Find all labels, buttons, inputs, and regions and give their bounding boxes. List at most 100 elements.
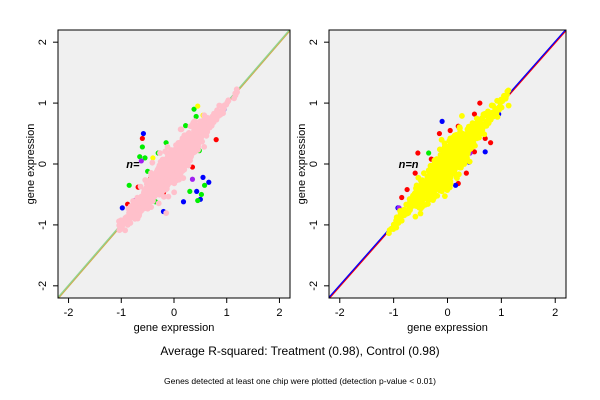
treatment-cloud — [116, 86, 240, 234]
control-cloud — [386, 87, 512, 237]
treatment-cloud-point — [164, 182, 171, 189]
treatment-cloud-point — [170, 148, 176, 154]
treatment-x-tick-label: -1 — [116, 307, 126, 319]
treatment-cloud-point — [201, 143, 208, 150]
treatment-point — [140, 130, 147, 137]
treatment-cloud-point — [125, 216, 132, 222]
treatment-point — [191, 106, 197, 112]
control-point — [463, 170, 469, 176]
treatment-cloud-point — [155, 200, 162, 207]
treatment-cloud-point — [203, 132, 210, 139]
control-point — [412, 170, 418, 176]
treatment-cloud-point — [165, 193, 172, 200]
control-cloud-point — [424, 196, 431, 203]
control-y-tick-label: -2 — [308, 281, 320, 291]
control-cloud-point — [442, 171, 449, 178]
control-point — [482, 149, 488, 155]
treatment-point — [195, 197, 201, 204]
treatment-point — [193, 113, 199, 120]
treatment-cloud-point — [157, 170, 164, 176]
treatment-point — [200, 174, 206, 180]
control-cloud-point — [430, 162, 437, 169]
control-point — [426, 150, 432, 156]
control-y-tick-label: -1 — [308, 220, 320, 230]
control-cloud-point — [432, 167, 439, 174]
treatment-cloud-point — [164, 177, 171, 184]
control-y-tick-label: 0 — [308, 161, 320, 167]
control-cloud-point — [466, 158, 473, 165]
control-cloud-point — [499, 98, 506, 104]
treatment-cloud-point — [214, 108, 220, 115]
treatment-cloud-point — [163, 210, 170, 216]
treatment-cloud-point — [162, 169, 169, 176]
control-cloud-point — [460, 146, 467, 153]
control-cloud-point — [441, 193, 448, 200]
control-cloud-point — [412, 213, 419, 220]
treatment-cloud-point — [149, 159, 156, 166]
control-cloud-point — [440, 184, 447, 191]
treatment-cloud-point — [117, 221, 124, 228]
treatment-point — [138, 158, 144, 164]
treatment-cloud-point — [171, 163, 178, 170]
treatment-cloud-point — [225, 97, 232, 104]
treatment-cloud-point — [180, 175, 187, 181]
control-cloud-point — [429, 183, 435, 189]
control-cloud-point — [485, 120, 492, 126]
treatment-x-tick-label: 1 — [224, 307, 230, 319]
control-cloud-point — [467, 134, 474, 141]
treatment-cloud-point — [159, 156, 166, 163]
control-point — [471, 149, 478, 155]
control-x-tick-label: 2 — [552, 307, 558, 319]
treatment-point — [201, 182, 208, 188]
treatment-cloud-point — [145, 200, 152, 207]
treatment-cloud-point — [135, 205, 142, 212]
treatment-cloud-point — [159, 189, 165, 195]
control-cloud-point — [475, 119, 482, 125]
control-cloud-point — [457, 131, 464, 137]
treatment-cloud-point — [174, 172, 181, 179]
treatment-cloud-point — [186, 157, 193, 164]
treatment-cloud-point — [201, 123, 208, 130]
control-cloud-point — [463, 154, 470, 161]
treatment-cloud-point — [142, 186, 149, 193]
control-plot: Control n=n -2 -1 0 1 2 -2 -1 0 1 2 gene expression g… — [296, 0, 567, 334]
control-cloud-point — [465, 128, 472, 135]
treatment-cloud-point — [157, 150, 163, 156]
control-cloud-point — [443, 145, 450, 151]
treatment-cloud-point — [124, 221, 131, 228]
control-point — [487, 140, 494, 146]
average-r-squared-caption: Average R-squared: Treatment (0.98), Con… — [160, 344, 440, 358]
treatment-cloud-point — [164, 156, 170, 163]
control-point — [399, 194, 405, 201]
control-marks — [329, 30, 566, 298]
treatment-x-axis-title: gene expression — [134, 322, 215, 334]
treatment-y-tick-label: -1 — [37, 220, 49, 230]
treatment-cloud-point — [136, 198, 143, 204]
treatment-y-tick-label: 2 — [37, 39, 49, 45]
control-cloud-point — [417, 210, 424, 217]
treatment-cloud-point — [217, 102, 223, 109]
control-point — [447, 127, 453, 134]
treatment-y-tick-label: 0 — [37, 161, 49, 167]
control-x-tick-label: 0 — [444, 307, 450, 319]
treatment-point — [119, 205, 125, 211]
treatment-point — [183, 123, 189, 129]
treatment-cloud-point — [188, 136, 195, 143]
control-cloud-point — [461, 161, 468, 167]
control-point — [436, 130, 443, 137]
treatment-cloud-point — [160, 193, 167, 200]
control-point — [439, 118, 445, 124]
control-cloud-point — [505, 102, 512, 109]
control-cloud-point — [447, 178, 454, 185]
treatment-cloud-point — [138, 193, 145, 200]
treatment-cloud-point — [129, 208, 136, 215]
control-cloud-point — [471, 129, 477, 136]
control-x-axis-title: gene expression — [407, 322, 488, 334]
control-cloud-point — [416, 204, 423, 211]
control-cloud-point — [441, 140, 448, 147]
control-point — [415, 150, 421, 156]
control-cloud-point — [406, 205, 413, 212]
control-cloud-point — [459, 136, 466, 143]
treatment-point — [194, 188, 200, 195]
treatment-cloud-point — [140, 202, 147, 208]
